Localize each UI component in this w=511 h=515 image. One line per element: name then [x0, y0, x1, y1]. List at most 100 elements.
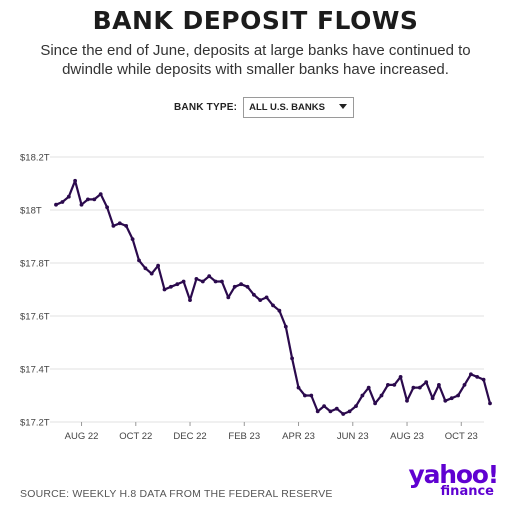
data-point[interactable] [124, 224, 129, 228]
y-axis-ticks: $18.2T $18T $17.8T $17.6T $17.4T $17.2T [20, 153, 50, 429]
y-tick-label: $18T [20, 206, 42, 217]
data-point[interactable] [456, 393, 460, 398]
data-point[interactable] [213, 279, 218, 284]
data-point[interactable] [117, 221, 122, 226]
data-point[interactable] [283, 324, 288, 329]
data-point[interactable] [86, 197, 90, 202]
data-point[interactable] [341, 412, 346, 416]
data-point[interactable] [111, 224, 116, 228]
data-point[interactable] [220, 279, 224, 284]
data-point[interactable] [79, 202, 84, 207]
x-tick-label: OCT 22 [119, 431, 152, 442]
data-point[interactable] [475, 375, 480, 379]
data-point[interactable] [239, 282, 244, 287]
y-tick-label: $17.8T [20, 259, 50, 270]
data-point[interactable] [334, 406, 339, 411]
x-tick-label: JUN 23 [337, 431, 369, 442]
x-axis-ticks: AUG 22 OCT 22 DEC 22 FEB 23 APR 23 JUN 23 AUG … [65, 422, 478, 442]
data-point[interactable] [232, 284, 237, 289]
x-tick-label: OCT 23 [445, 431, 478, 442]
data-point[interactable] [430, 396, 435, 401]
data-point[interactable] [169, 284, 173, 289]
data-point[interactable] [130, 237, 135, 241]
data-point[interactable] [226, 295, 231, 300]
data-point[interactable] [366, 385, 371, 390]
data-point[interactable] [373, 401, 377, 406]
data-point[interactable] [469, 372, 473, 377]
data-point[interactable] [207, 274, 212, 279]
data-point[interactable] [360, 393, 365, 398]
series-line [54, 179, 492, 416]
data-point[interactable] [392, 383, 397, 387]
data-point[interactable] [252, 292, 256, 297]
data-point[interactable] [156, 263, 161, 268]
data-point[interactable] [200, 279, 205, 284]
source-note: SOURCE: WEEKLY H.8 DATA FROM THE FEDERAL… [20, 488, 333, 500]
data-point[interactable] [303, 393, 307, 398]
grid-lines [50, 156, 484, 423]
data-point[interactable] [437, 383, 441, 387]
data-point[interactable] [264, 295, 269, 300]
page-subtitle: Since the end of June, deposits at large… [40, 42, 471, 78]
data-point[interactable] [181, 279, 186, 284]
bank-type-selected-value: ALL U.S. BANKS [249, 102, 325, 113]
data-point[interactable] [315, 409, 320, 414]
data-point[interactable] [92, 197, 97, 202]
data-point[interactable] [73, 178, 77, 183]
data-point[interactable] [398, 375, 403, 379]
logo-subtext: finance [440, 484, 494, 499]
y-tick-label: $18.2T [20, 153, 50, 164]
data-point[interactable] [175, 282, 180, 287]
data-point[interactable] [137, 258, 141, 263]
data-point[interactable] [405, 398, 409, 403]
series-layer [54, 178, 492, 416]
data-point[interactable] [162, 287, 167, 292]
data-point[interactable] [462, 383, 467, 387]
data-point[interactable] [258, 298, 263, 302]
data-point[interactable] [60, 200, 65, 204]
data-point[interactable] [143, 266, 148, 271]
data-point[interactable] [354, 404, 358, 408]
data-point[interactable] [309, 393, 314, 398]
x-tick-label: APR 23 [282, 431, 315, 442]
data-point[interactable] [386, 383, 390, 387]
data-point[interactable] [188, 298, 192, 302]
data-point[interactable] [328, 409, 333, 414]
y-tick-label: $17.4T [20, 365, 50, 376]
data-point[interactable] [379, 393, 384, 398]
x-tick-label: DEC 22 [173, 431, 206, 442]
data-point[interactable] [54, 202, 58, 207]
data-point[interactable] [424, 380, 429, 385]
data-point[interactable] [347, 409, 352, 414]
bank-type-filter: BANK TYPE: ALL U.S. BANKS [174, 97, 355, 118]
data-point[interactable] [98, 192, 103, 196]
yahoo-finance-logo: yahoo! finance [402, 460, 499, 502]
data-point[interactable] [411, 385, 416, 390]
logo-wordmark: yahoo! [408, 460, 499, 489]
data-point[interactable] [149, 271, 154, 276]
y-tick-label: $17.6T [20, 312, 50, 323]
y-tick-label: $17.2T [20, 418, 50, 429]
data-point[interactable] [449, 396, 454, 401]
data-point[interactable] [443, 398, 448, 403]
data-point[interactable] [488, 401, 492, 406]
deposit-line-chart: $18.2T $18T $17.8T $17.6T $17.4T $17.2T AUG 2… [20, 153, 492, 442]
data-point[interactable] [271, 303, 275, 308]
page-title: BANK DEPOSIT FLOWS [92, 6, 419, 35]
data-point[interactable] [66, 194, 71, 199]
x-tick-label: AUG 22 [65, 431, 99, 442]
x-tick-label: AUG 23 [390, 431, 424, 442]
bank-type-select[interactable]: ALL U.S. BANKS [243, 97, 355, 118]
data-point[interactable] [245, 284, 250, 289]
data-point[interactable] [105, 205, 109, 210]
data-point[interactable] [296, 385, 301, 390]
data-point[interactable] [417, 385, 422, 390]
data-point[interactable] [290, 356, 294, 361]
chevron-down-icon [339, 104, 348, 109]
data-point[interactable] [481, 377, 486, 382]
data-point[interactable] [322, 404, 326, 408]
data-point[interactable] [277, 308, 282, 313]
x-tick-label: FEB 23 [228, 431, 260, 442]
bank-type-label: BANK TYPE: [174, 102, 238, 113]
data-point[interactable] [194, 277, 199, 281]
